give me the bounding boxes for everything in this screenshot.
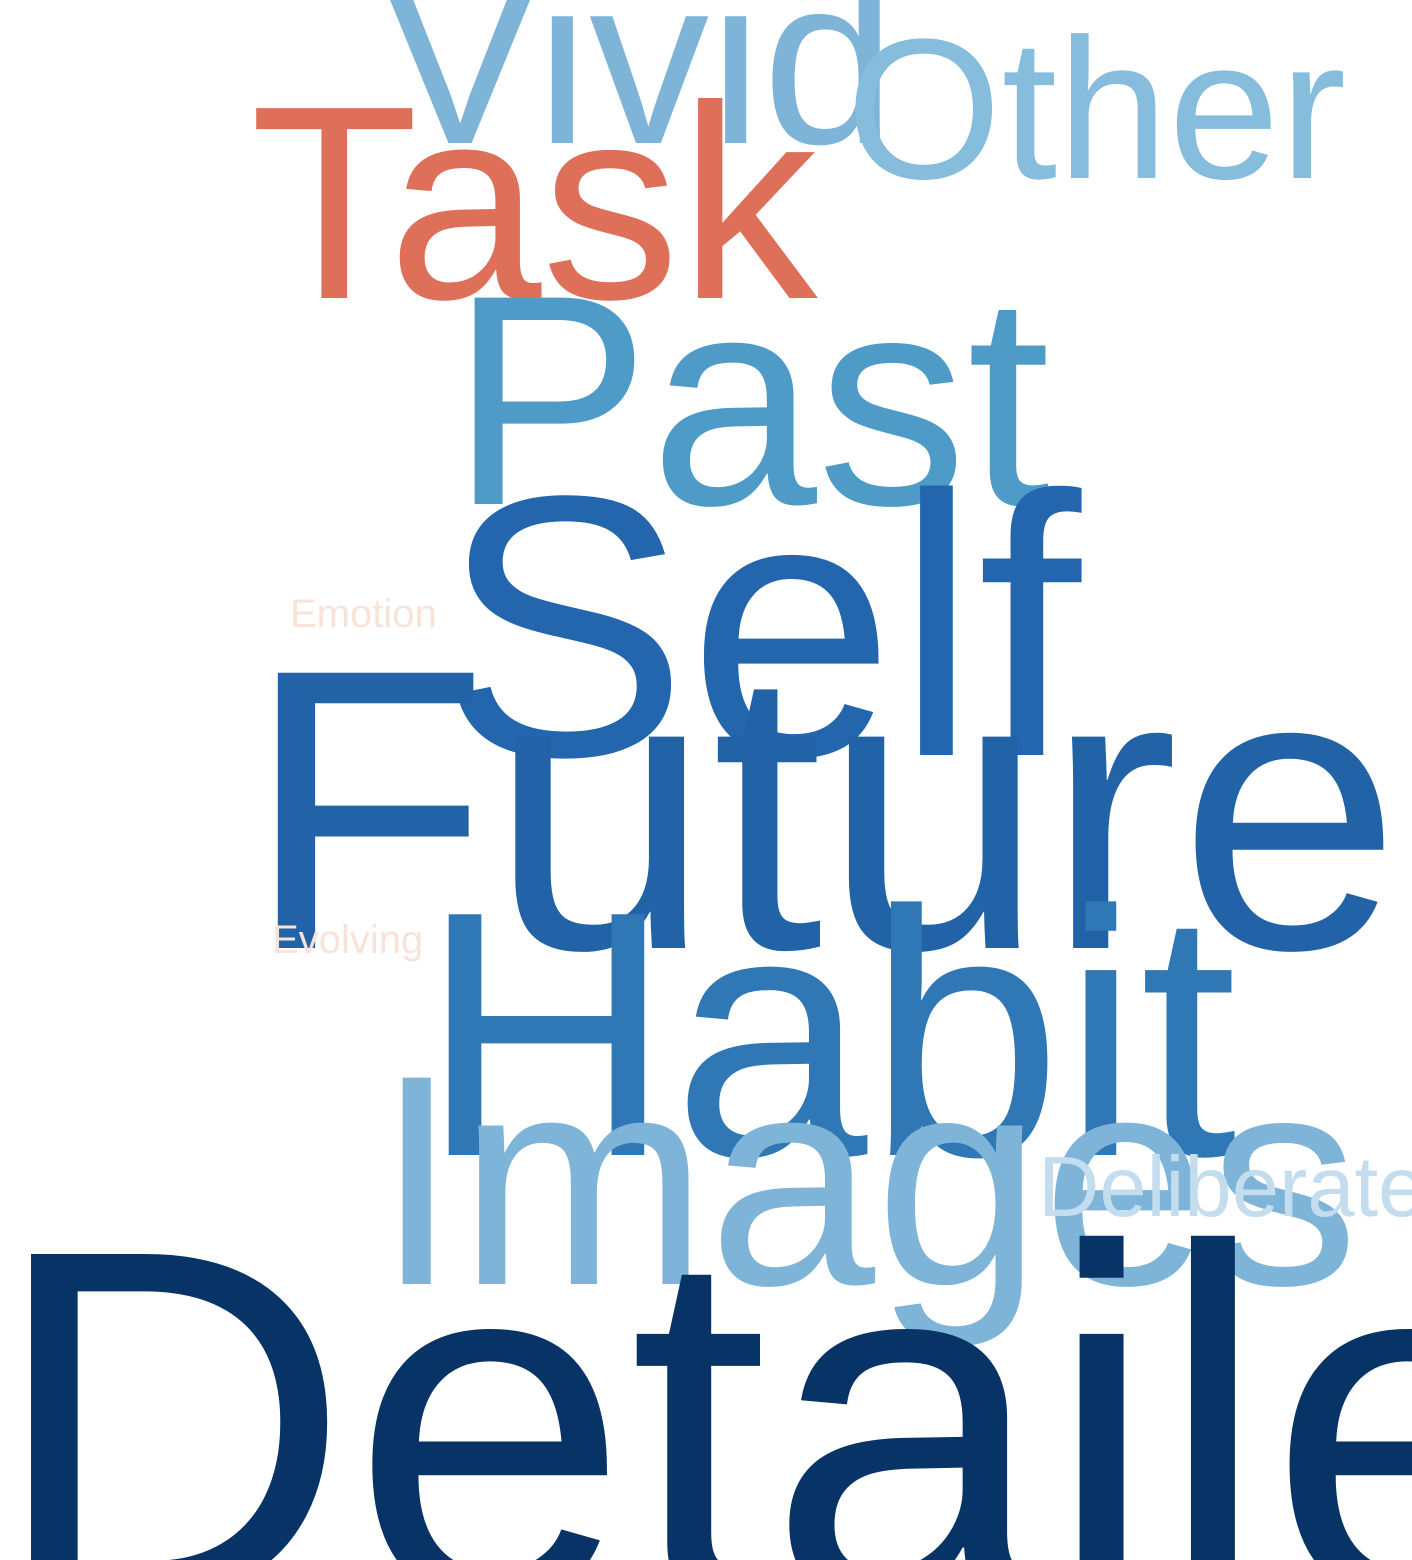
word-evolving: Evolving	[272, 918, 424, 962]
word-deliberate: Deliberate	[1038, 1140, 1412, 1235]
word-vivid: Vivid	[380, 0, 896, 194]
word-self: Self	[440, 418, 1082, 834]
word-images: Images	[375, 1012, 1359, 1348]
word-other: Other	[846, 0, 1347, 221]
word-detailed: Detailed	[0, 1145, 1412, 1560]
word-habit: Habit	[420, 839, 1238, 1230]
word-past: Past	[450, 232, 1051, 568]
word-emotion: Emotion	[290, 592, 437, 636]
word-future: Future	[245, 586, 1402, 1033]
word-task: Task	[250, 49, 818, 357]
